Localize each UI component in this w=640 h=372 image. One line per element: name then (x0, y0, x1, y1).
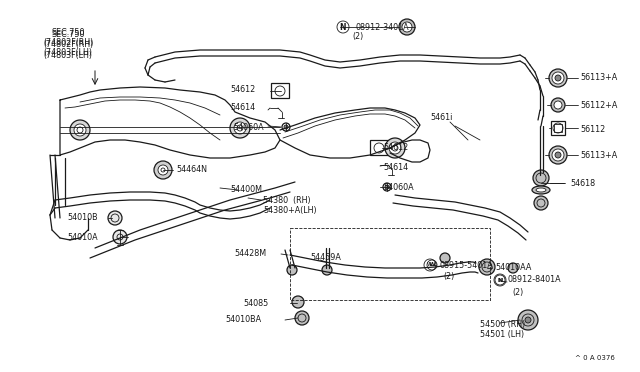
Text: 56112: 56112 (580, 125, 605, 135)
Ellipse shape (532, 186, 550, 194)
Circle shape (533, 170, 549, 186)
Text: 54618: 54618 (570, 179, 595, 187)
Text: 54060A: 54060A (233, 124, 264, 132)
Text: 54380  (RH)
54380+A(LH): 54380 (RH) 54380+A(LH) (263, 196, 317, 215)
Circle shape (525, 317, 531, 323)
Text: 54010A: 54010A (67, 232, 98, 241)
Bar (271, 83, 289, 98)
Text: N: N (497, 278, 502, 282)
Circle shape (158, 165, 168, 175)
Circle shape (284, 125, 288, 129)
Circle shape (552, 72, 564, 84)
Circle shape (555, 152, 561, 158)
Text: 54459A: 54459A (310, 253, 341, 263)
Circle shape (230, 118, 250, 138)
Text: W: W (429, 263, 435, 267)
Text: 56113+A: 56113+A (580, 74, 617, 83)
Circle shape (534, 196, 548, 210)
Text: (74802F(RH): (74802F(RH) (43, 38, 93, 47)
Circle shape (70, 120, 90, 140)
Circle shape (385, 185, 389, 189)
Circle shape (113, 230, 127, 244)
Circle shape (399, 19, 415, 35)
Bar (370, 140, 388, 155)
Circle shape (295, 311, 309, 325)
Circle shape (552, 149, 564, 161)
Text: 56113+A: 56113+A (580, 151, 617, 160)
Text: (2): (2) (512, 288, 524, 296)
Circle shape (389, 142, 401, 154)
Text: 54085: 54085 (243, 298, 268, 308)
Circle shape (402, 22, 412, 32)
Circle shape (508, 263, 518, 273)
Circle shape (549, 69, 567, 87)
Text: N: N (340, 22, 346, 32)
Bar (554, 124, 562, 132)
Circle shape (518, 310, 538, 330)
Text: 56112+A: 56112+A (580, 100, 618, 109)
Text: 54010AA: 54010AA (495, 263, 531, 273)
Circle shape (292, 296, 304, 308)
Text: 54060A: 54060A (383, 183, 413, 192)
Circle shape (555, 75, 561, 81)
Bar (551, 121, 565, 135)
Text: (2): (2) (443, 273, 454, 282)
Text: 5461i: 5461i (430, 113, 452, 122)
Circle shape (234, 122, 246, 134)
Circle shape (74, 124, 86, 136)
Text: ^ 0 A 0376: ^ 0 A 0376 (575, 355, 615, 361)
Circle shape (154, 161, 172, 179)
Text: 54010BA: 54010BA (225, 315, 261, 324)
Text: 08915-5401A: 08915-5401A (440, 260, 493, 269)
Circle shape (440, 253, 450, 263)
Circle shape (322, 265, 332, 275)
Text: (74803F(LH): (74803F(LH) (44, 48, 93, 57)
Text: 54428M: 54428M (234, 250, 266, 259)
Text: 54400M: 54400M (230, 186, 262, 195)
Text: W: W (427, 263, 433, 267)
Text: 54614: 54614 (383, 163, 408, 171)
Text: (2): (2) (352, 32, 364, 42)
Text: 54612: 54612 (383, 144, 408, 153)
Circle shape (479, 259, 495, 275)
Text: 54500 (RH)
54501 (LH): 54500 (RH) 54501 (LH) (480, 320, 525, 339)
Circle shape (287, 265, 297, 275)
Circle shape (549, 146, 567, 164)
Text: 54010B: 54010B (67, 214, 98, 222)
Text: 54614: 54614 (230, 103, 255, 112)
Text: 54464N: 54464N (176, 166, 207, 174)
Text: 08912-8401A: 08912-8401A (508, 276, 562, 285)
Text: 54612: 54612 (230, 86, 255, 94)
Circle shape (554, 101, 562, 109)
Circle shape (385, 138, 405, 158)
Text: N: N (498, 278, 502, 282)
Circle shape (108, 211, 122, 225)
Circle shape (551, 98, 565, 112)
Text: SEC.750: SEC.750 (51, 28, 84, 37)
Text: 08912-3401A: 08912-3401A (355, 22, 408, 32)
Ellipse shape (536, 188, 546, 192)
Text: SEC.750
(74802F(RH)
(74803F(LH): SEC.750 (74802F(RH) (74803F(LH) (43, 30, 93, 60)
